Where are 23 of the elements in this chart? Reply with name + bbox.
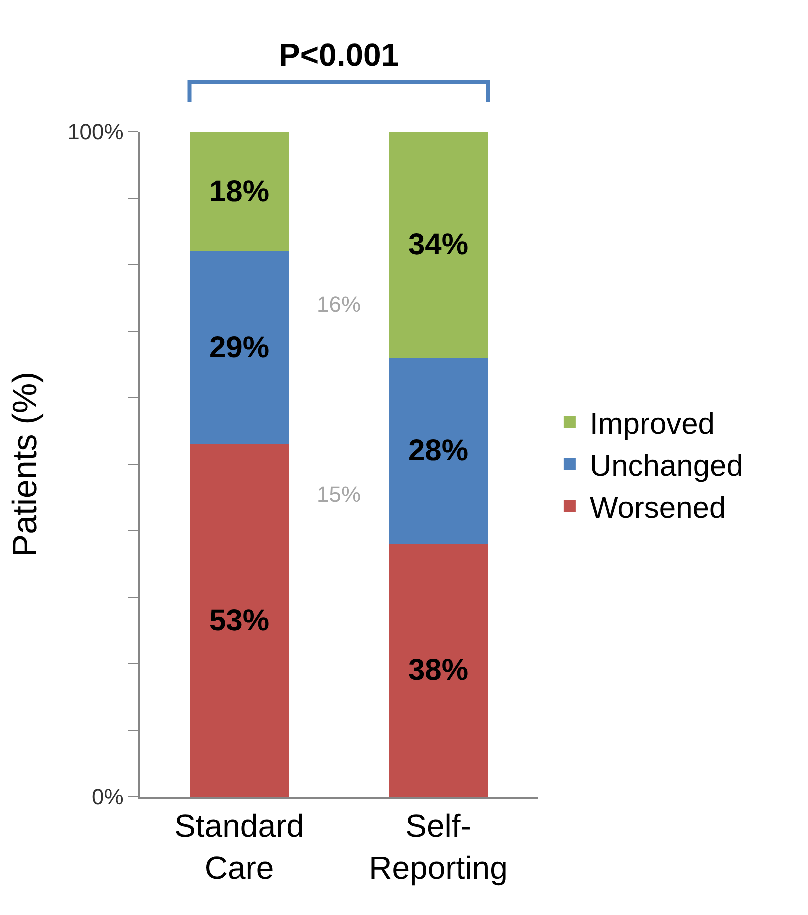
data-label: 38% [408,654,469,688]
annotation: 15% [317,482,362,507]
data-label: 29% [209,332,270,365]
y-tick-label: 100% [68,120,124,145]
data-label: 34% [408,228,469,262]
text: P<0.001 [279,37,400,73]
data-label: 28% [408,434,469,468]
bar [388,132,488,358]
data-label: 18% [209,175,270,208]
bar [190,132,290,252]
y-axis-title: Patients (%) [6,372,45,558]
legend-label: Improved [590,408,716,442]
bar [388,544,488,797]
bar [190,252,290,445]
legend-label: Worsened [590,492,726,526]
y-tick-label: 0% [92,784,124,810]
bar [190,444,290,797]
legend-label: Unchanged [590,450,744,484]
data-label: 53% [209,604,270,638]
bar [388,358,488,544]
x-tick-label: Standard Care [174,808,304,886]
x-tick-label: Self-Reporting [369,808,508,886]
annotation: 16% [317,292,362,317]
